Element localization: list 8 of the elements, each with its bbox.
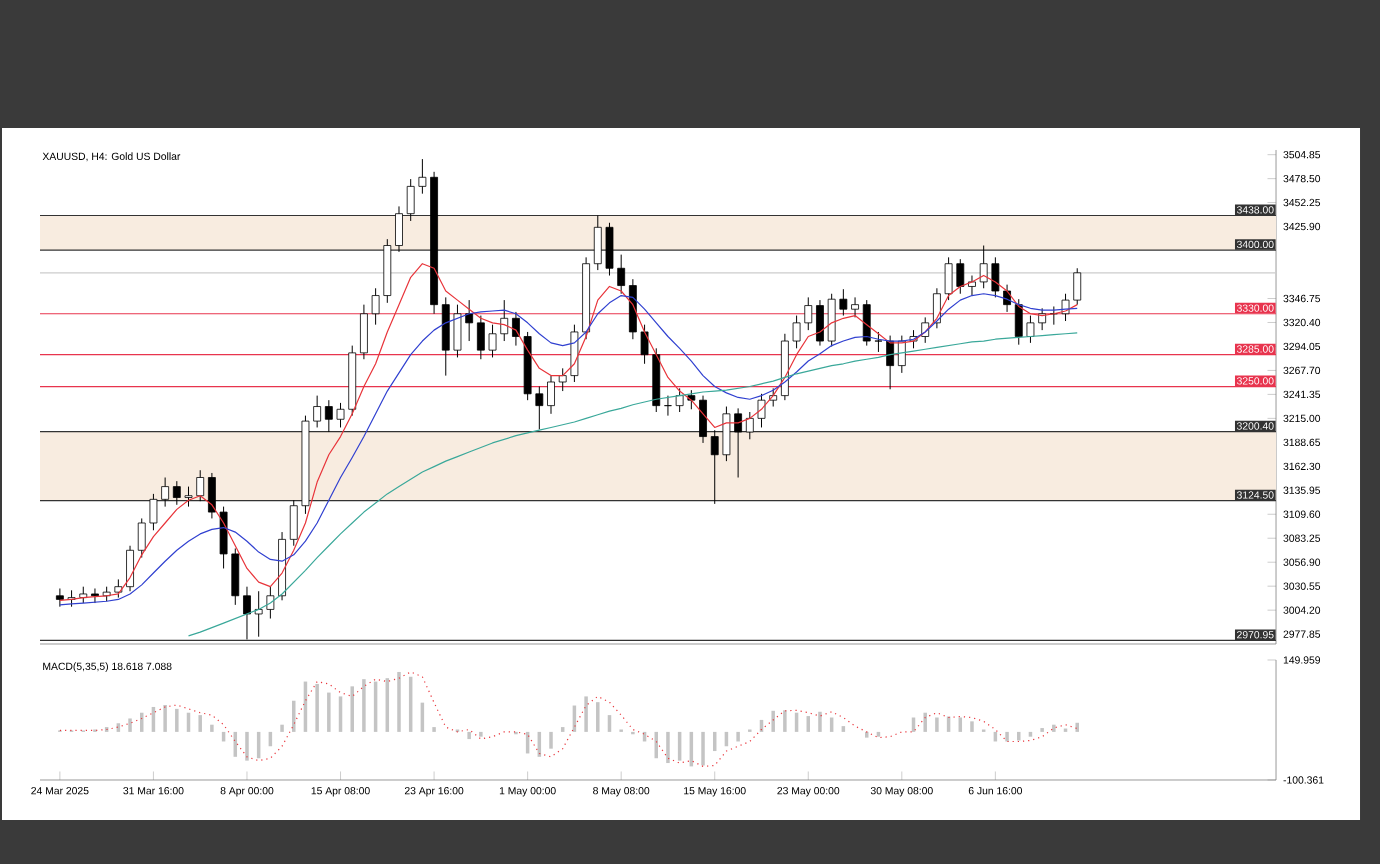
candlestick: [968, 275, 976, 297]
candlestick: [395, 205, 403, 253]
candlestick: [874, 331, 883, 353]
candlestick: [243, 586, 251, 640]
candlestick: [862, 299, 871, 347]
candlestick: [547, 375, 555, 415]
candlestick: [699, 395, 707, 444]
candlestick: [512, 311, 520, 347]
